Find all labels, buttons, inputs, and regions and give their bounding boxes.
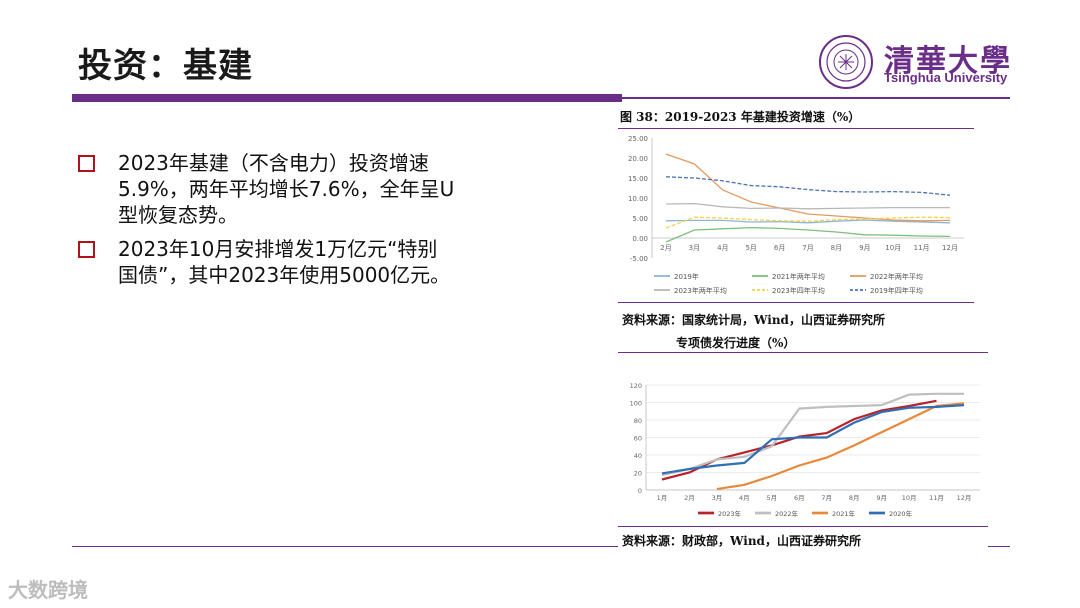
logo-chinese-name: 清華大學 [884, 44, 1012, 79]
chart1-source: 资料来源：国家统计局，Wind，山西证券研究所 [622, 313, 885, 327]
x-tick-label: 2月 [660, 244, 671, 252]
series-line-2023年四年平均 [665, 216, 951, 229]
bullet-item: 2023年10月安排增发1万亿元“特别国债”，其中2023年使用5000亿元。 [76, 236, 456, 288]
x-tick-label: 3月 [712, 494, 723, 502]
chart1-caption: 图 38：2019-2023 年基建投资增速（%） [620, 110, 861, 124]
series-line-2023年两年平均 [665, 202, 950, 210]
x-tick-label: 10月 [902, 494, 917, 502]
slide-title: 投资：基建 [78, 46, 253, 86]
x-tick-label: 8月 [849, 494, 860, 502]
watermark: 大数跨境 [8, 578, 88, 602]
legend-label: 2022年两年平均 [870, 272, 923, 281]
bullet-item: 2023年基建（不含电力）投资增速5.9%，两年平均增长7.6%，全年呈U型恢复… [76, 150, 456, 228]
chart2-caption: 专项债发行进度（%） [676, 336, 796, 350]
x-tick-label: 12月 [957, 494, 972, 502]
chart1-infrastructure-growth: 25.00 20.00 15.00 10.00 5.00 0.00 -5.00 2月 3月 4月 5… [628, 135, 964, 295]
y-tick-label: 60 [634, 435, 642, 443]
series-line-2019年 [665, 219, 951, 224]
series-line-2021年两年平均 [665, 226, 951, 243]
bullet-text: 2023年10月安排增发1万亿元“特别国债”，其中2023年使用5000亿元。 [118, 237, 451, 287]
bullet-square-icon [78, 155, 95, 172]
y-tick-label: 15.00 [628, 175, 648, 183]
bullet-list: 2023年基建（不含电力）投资增速5.9%，两年平均增长7.6%，全年呈U型恢复… [76, 150, 456, 296]
x-tick-label: 3月 [689, 244, 700, 252]
title-underline-bar [72, 94, 622, 102]
series-line-2020年 [661, 404, 965, 475]
chart2-source: 资料来源：财政部，Wind，山西证券研究所 [622, 534, 861, 548]
y-tick-label: 0 [638, 487, 642, 495]
legend-label: 2023年四年平均 [772, 286, 825, 295]
legend-label: 2023年 [718, 509, 742, 518]
x-tick-label: 2月 [684, 494, 695, 502]
footer-rule-left [72, 546, 618, 547]
legend-label: 2020年 [889, 509, 913, 518]
legend-label: 2019年四年平均 [870, 286, 923, 295]
series-line-2019年四年平均 [665, 176, 951, 196]
x-tick-label: 6月 [774, 244, 785, 252]
series-line-2022年两年平均 [665, 153, 951, 222]
series-line-2021年 [716, 402, 965, 491]
chart2-top-rule [618, 352, 988, 353]
bullet-text: 2023年基建（不含电力）投资增速5.9%，两年平均增长7.6%，全年呈U型恢复… [118, 151, 455, 227]
footer-rule-right [988, 546, 1010, 547]
y-tick-label: 120 [630, 382, 642, 390]
y-tick-label: 80 [634, 417, 642, 425]
bullet-square-icon [78, 241, 95, 258]
series-line-2022年 [661, 392, 964, 477]
legend-label: 2019年 [674, 272, 699, 281]
legend-label: 2021年 [832, 509, 856, 518]
y-tick-label: 10.00 [628, 195, 648, 203]
legend-label: 2022年 [775, 509, 799, 518]
x-tick-label: 1月 [657, 494, 668, 502]
chart1-top-rule [618, 128, 974, 129]
university-seal-icon [819, 35, 873, 89]
y-tick-label: 20.00 [628, 155, 648, 163]
legend-label: 2023年两年平均 [674, 286, 727, 295]
x-tick-label: 10月 [885, 244, 901, 252]
x-tick-label: 7月 [802, 244, 813, 252]
x-tick-label: 12月 [942, 244, 958, 252]
y-tick-label: 25.00 [628, 135, 648, 143]
x-tick-label: 11月 [929, 494, 944, 502]
y-tick-label: 100 [630, 400, 642, 408]
y-tick-label: 0.00 [632, 235, 648, 243]
x-tick-label: 7月 [821, 494, 832, 502]
x-tick-label: 11月 [914, 244, 930, 252]
x-tick-label: 6月 [794, 494, 805, 502]
x-tick-label: 5月 [745, 244, 756, 252]
x-tick-label: 9月 [859, 244, 870, 252]
x-tick-label: 4月 [717, 244, 728, 252]
logo-english-name: Tsinghua University [884, 70, 1008, 85]
x-tick-label: 9月 [876, 494, 887, 502]
title-underline-line [622, 97, 1010, 99]
y-tick-label: 5.00 [632, 215, 648, 223]
y-tick-label: 40 [634, 452, 642, 460]
legend-label: 2021年两年平均 [772, 272, 825, 281]
x-tick-label: 5月 [766, 494, 777, 502]
chart2-special-bond-progress: 120 100 80 60 40 20 0 1月 2月 3月 4月 5月 6月 7月 8月 9月 10月 11月 1… [630, 382, 980, 518]
y-tick-label: -5.00 [630, 255, 648, 263]
x-tick-label: 4月 [739, 494, 750, 502]
chart1-bottom-rule [618, 302, 974, 303]
y-tick-label: 20 [634, 470, 642, 478]
x-tick-label: 8月 [831, 244, 842, 252]
university-logo: 清華大學 Tsinghua University [818, 34, 1018, 90]
chart2-bottom-rule [618, 526, 988, 527]
